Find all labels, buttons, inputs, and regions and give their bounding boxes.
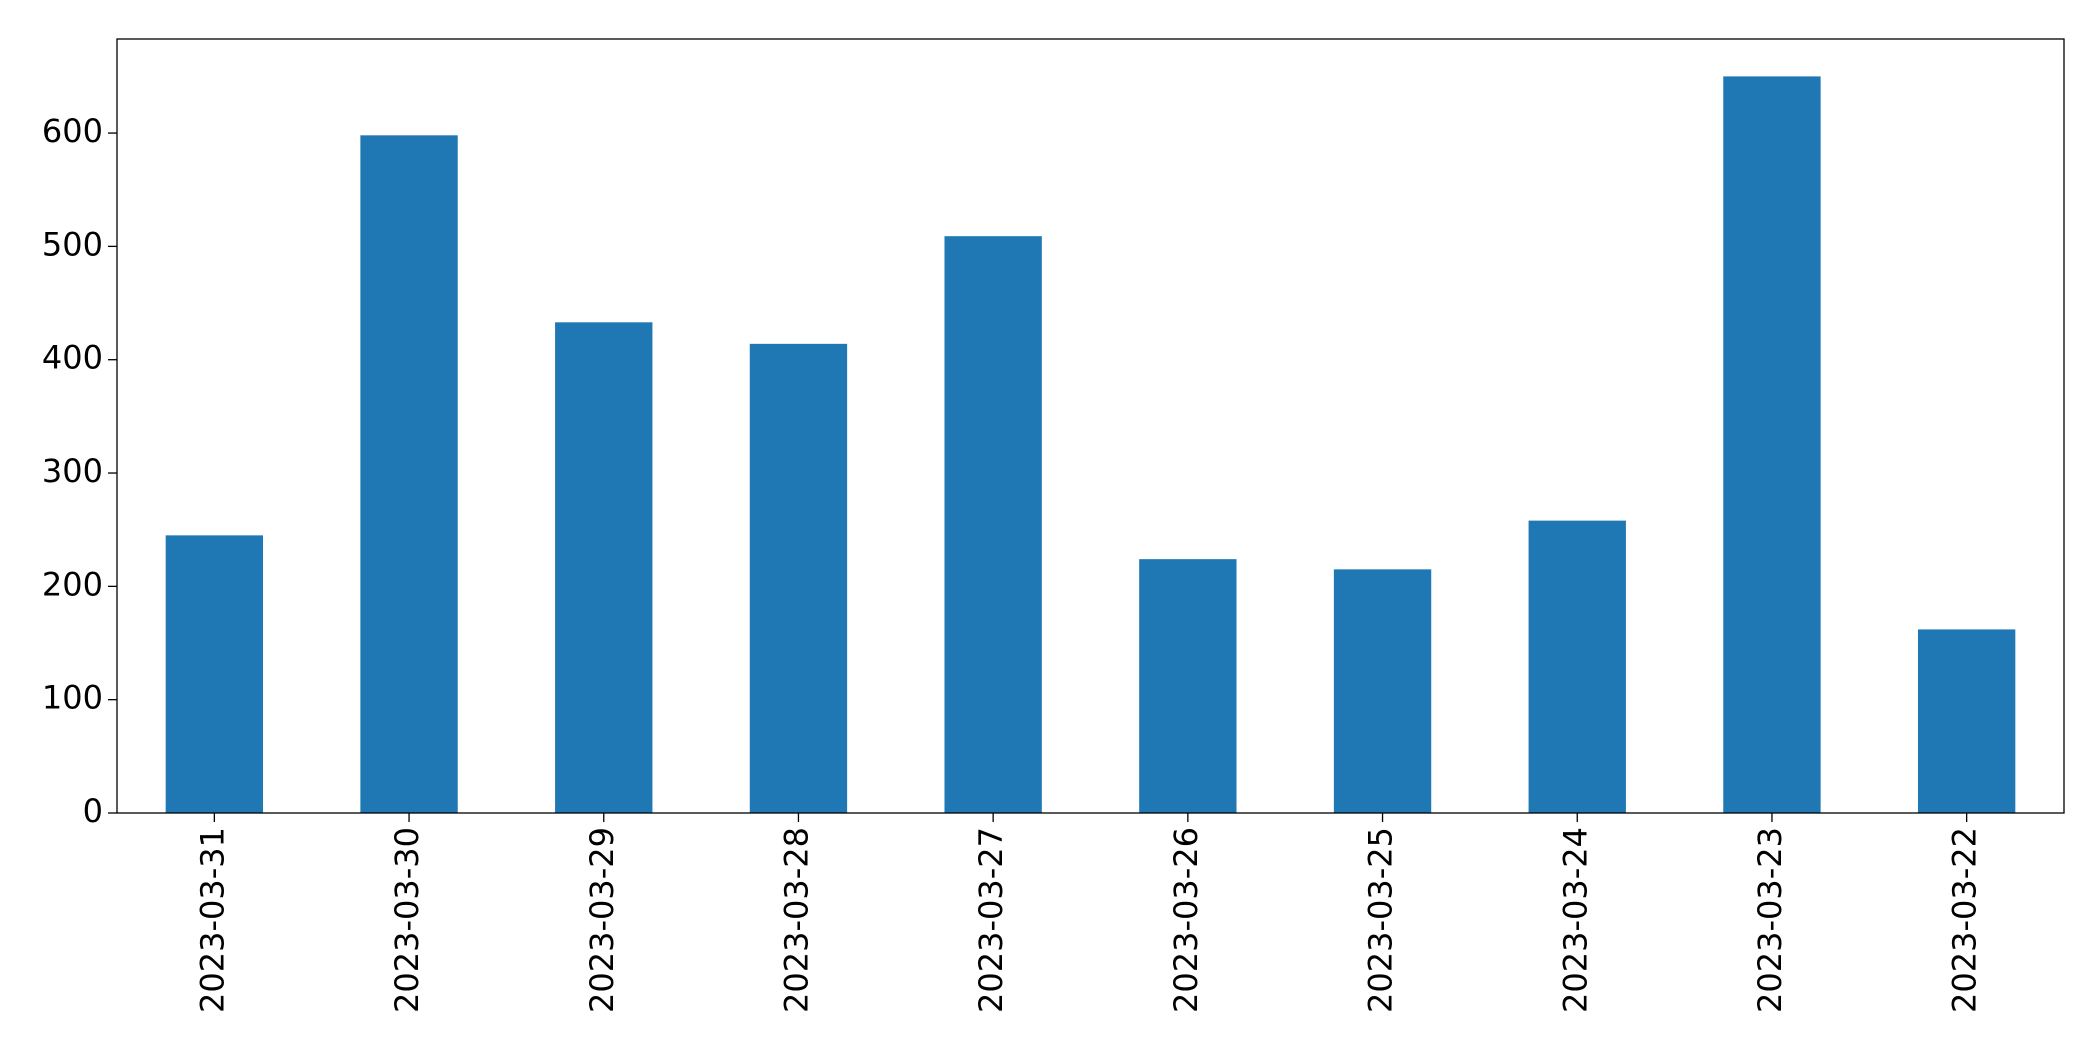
- x-tick-label: 2023-03-27: [972, 827, 1010, 1013]
- x-tick-label: 2023-03-24: [1556, 827, 1594, 1013]
- bar: [1723, 76, 1821, 813]
- plot-frame: [116, 38, 2065, 814]
- x-tick-label: 2023-03-22: [1946, 827, 1984, 1013]
- bar: [1528, 520, 1626, 813]
- bar: [749, 343, 848, 813]
- bar: [1139, 559, 1237, 813]
- y-tick-label: 400: [42, 339, 103, 377]
- x-tick-label: 2023-03-30: [388, 827, 426, 1013]
- bar: [165, 535, 264, 813]
- x-tick-label: 2023-03-23: [1751, 827, 1789, 1013]
- y-tick-label: 300: [42, 452, 103, 490]
- bar: [944, 236, 1042, 814]
- x-tick-label: 2023-03-29: [583, 827, 621, 1013]
- bar: [360, 135, 458, 813]
- y-tick-label: 600: [42, 112, 103, 150]
- x-tick-label: 2023-03-31: [193, 827, 231, 1013]
- y-tick-label: 0: [83, 792, 103, 830]
- x-tick-label: 2023-03-25: [1362, 827, 1400, 1013]
- y-tick-label: 500: [42, 225, 103, 263]
- bar: [1917, 629, 2016, 813]
- x-tick-label: 2023-03-26: [1167, 827, 1205, 1013]
- x-tick-label: 2023-03-28: [777, 827, 815, 1013]
- y-tick-label: 200: [42, 565, 103, 603]
- bar: [1333, 569, 1432, 813]
- y-tick-label: 100: [42, 679, 103, 717]
- bar: [555, 322, 653, 813]
